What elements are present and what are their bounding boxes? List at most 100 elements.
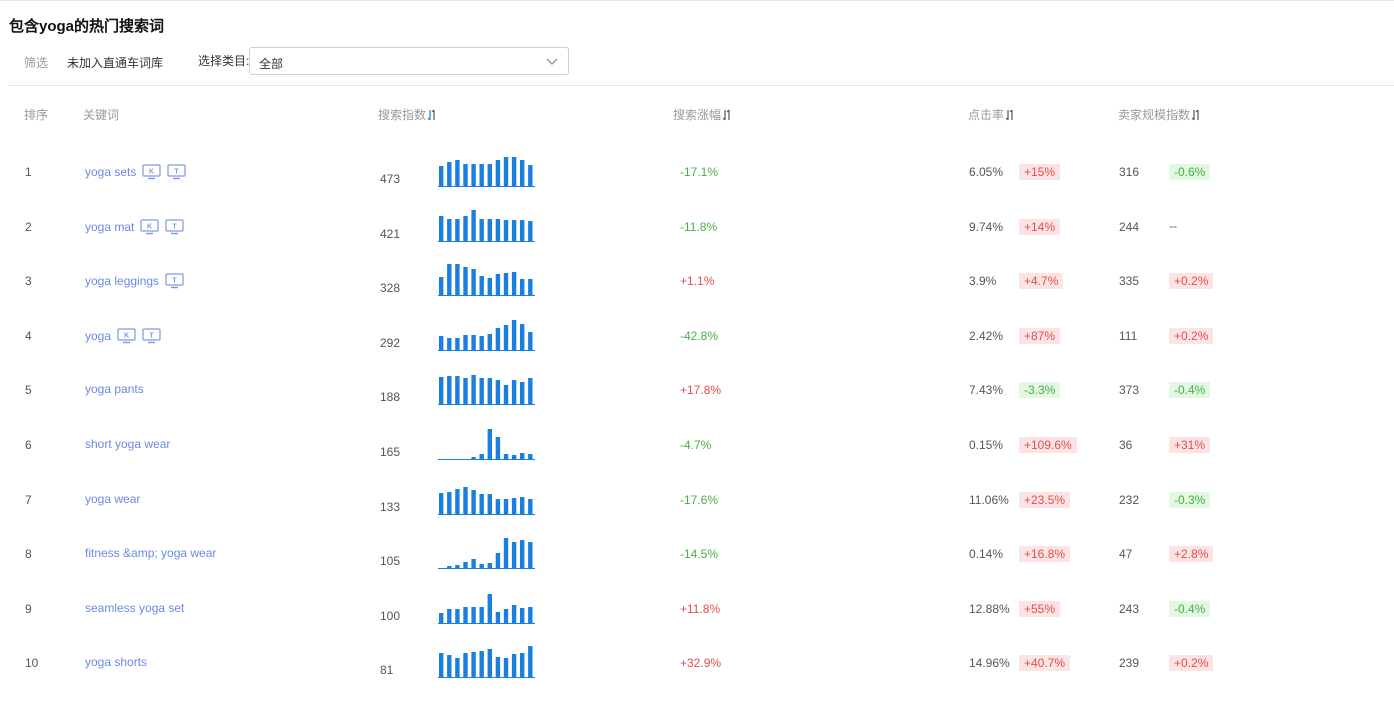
sparkline-bar [528, 378, 533, 405]
sparkline-bar [463, 562, 468, 569]
ctr-change-value: +14% [1019, 218, 1061, 235]
rank-cell: 10 [25, 656, 39, 671]
ctr-value: 3.9% [969, 274, 997, 289]
sparkline-bar [447, 162, 452, 186]
table-row: 7 yoga wear 133 -17.6% 11.06% +23.5% 232 -0.3% [0, 471, 1394, 526]
sort-icon[interactable] [722, 109, 732, 121]
keyword-link[interactable]: yoga pants [85, 382, 144, 397]
search-growth-value: +17.8% [680, 383, 722, 398]
sparkline-bar [447, 566, 452, 569]
sort-icon[interactable] [1191, 109, 1201, 121]
ctr-change-badge: -3.3% [1019, 382, 1061, 399]
sparkline-bar [463, 334, 468, 350]
table-body: 1 yoga sets K T 473 -17.1% 6.05% +15% 316 -0.6% 2 y… [0, 143, 1394, 689]
seller-change-badge: +0.2% [1169, 655, 1214, 672]
badge-letter: T [172, 278, 177, 285]
search-index-value: 105 [380, 554, 401, 569]
sparkline-bar [447, 337, 452, 350]
keyword-link[interactable]: yoga shorts [85, 655, 148, 670]
sparkline-bar [511, 542, 517, 569]
sparkline-bar [463, 267, 468, 296]
seller-change-badge: -0.3% [1169, 491, 1211, 508]
sparkline-bar [471, 606, 476, 623]
keyword-link[interactable]: fitness &amp; yoga wear [85, 546, 217, 561]
sparkline-bar [479, 218, 484, 241]
search-growth-value: +11.8% [680, 601, 721, 616]
header-seller-index-label: 卖家规模指数 [1118, 108, 1191, 122]
keyword-link[interactable]: seamless yoga set [85, 600, 185, 615]
sparkline-bar [511, 497, 517, 514]
sort-icon[interactable] [1005, 109, 1015, 121]
sparkline-bar [503, 538, 509, 569]
keyword-cell[interactable]: fitness &amp; yoga wear [85, 546, 216, 560]
sparkline-bar [479, 164, 484, 186]
keyword-link[interactable]: yoga mat [85, 219, 135, 234]
category-select[interactable]: 全部 [249, 47, 569, 75]
keyword-cell[interactable]: seamless yoga set [85, 601, 184, 615]
keyword-link[interactable]: yoga sets [85, 165, 137, 179]
sparkline-bar [511, 380, 517, 405]
header-ctr[interactable]: 点击率 [968, 106, 1015, 123]
keyword-cell[interactable]: yoga pants [85, 382, 144, 396]
monitor-badge-icon: K [142, 164, 161, 180]
search-trend-sparkline [438, 371, 536, 406]
table-row: 10 yoga shorts 81 +32.9% 14.96% +40.7% 239 +0.2… [0, 634, 1394, 689]
keyword-link[interactable]: short yoga wear [85, 436, 171, 451]
ctr-change-badge: +55% [1019, 600, 1061, 617]
ctr-value: 11.06% [969, 492, 1009, 507]
keyword-cell[interactable]: yoga wear [85, 492, 140, 506]
sparkline-bar [520, 160, 525, 186]
seller-change-badge: -0.6% [1169, 164, 1211, 180]
sparkline-bar [487, 563, 492, 569]
keyword-cell[interactable]: yoga mat K T [85, 218, 184, 235]
keyword-link[interactable]: yoga [85, 328, 112, 343]
sparkline-bar [455, 264, 460, 296]
sparkline-bar [503, 219, 509, 241]
seller-change-value: +0.2% [1169, 273, 1214, 290]
rank-cell: 5 [25, 383, 32, 398]
sparkline-bar [503, 498, 509, 514]
ctr-change-value: +15% [1019, 164, 1061, 180]
sparkline-bar [511, 219, 517, 241]
sparkline-bar [511, 604, 517, 623]
seller-index-value: 232 [1119, 492, 1140, 507]
sparkline-bar [463, 378, 468, 405]
seller-index-value: 244 [1119, 219, 1140, 234]
keyword-cell[interactable]: yoga sets K T [85, 164, 186, 180]
sparkline-bar [455, 337, 460, 350]
sparkline-bar [479, 378, 484, 405]
table-row: 8 fitness &amp; yoga wear 105 -14.5% 0.14% +1… [0, 525, 1394, 580]
search-growth-value: -14.5% [680, 547, 719, 562]
sparkline-bar [479, 453, 484, 459]
keyword-link[interactable]: yoga wear [85, 491, 141, 506]
ctr-change-badge: +109.6% [1019, 436, 1077, 453]
sort-icon[interactable] [427, 109, 437, 121]
sparkline-bar [503, 608, 509, 623]
filter-not-in-library[interactable]: 未加入直通车词库 [67, 56, 164, 70]
sparkline-bar [487, 649, 492, 678]
monitor-badge-icon: K [140, 218, 159, 235]
sparkline-bar [479, 606, 484, 623]
table-row: 1 yoga sets K T 473 -17.1% 6.05% +15% 316 -0.6% [0, 143, 1394, 198]
keyword-link[interactable]: yoga leggings [85, 274, 160, 289]
sparkline-bar [447, 218, 452, 241]
keyword-cell[interactable]: yoga K T [85, 328, 161, 344]
sparkline-bar [455, 565, 460, 569]
keyword-cell[interactable]: yoga leggings T [85, 273, 184, 289]
header-ctr-label: 点击率 [968, 108, 1005, 122]
sparkline-bar [495, 380, 501, 405]
header-seller-index[interactable]: 卖家规模指数 [1118, 106, 1201, 123]
search-index-value: 328 [380, 281, 401, 296]
keyword-cell[interactable]: short yoga wear [85, 437, 170, 451]
header-search-growth[interactable]: 搜索涨幅 [673, 106, 732, 123]
table-row: 2 yoga mat K T 421 -11.8% 9.74% +14% 244 -- [0, 198, 1394, 253]
seller-change-badge: -- [1169, 219, 1177, 233]
sparkline-bar [528, 646, 533, 678]
sparkline-bar [439, 277, 444, 296]
search-index-value: 473 [380, 172, 401, 186]
sparkline-bar [511, 454, 517, 459]
filter-bar: 筛选 未加入直通车词库 选择类目: 全部 [0, 46, 1394, 76]
badge-letter: T [175, 169, 180, 176]
keyword-cell[interactable]: yoga shorts [85, 655, 147, 669]
header-search-index[interactable]: 搜索指数 [378, 106, 437, 123]
